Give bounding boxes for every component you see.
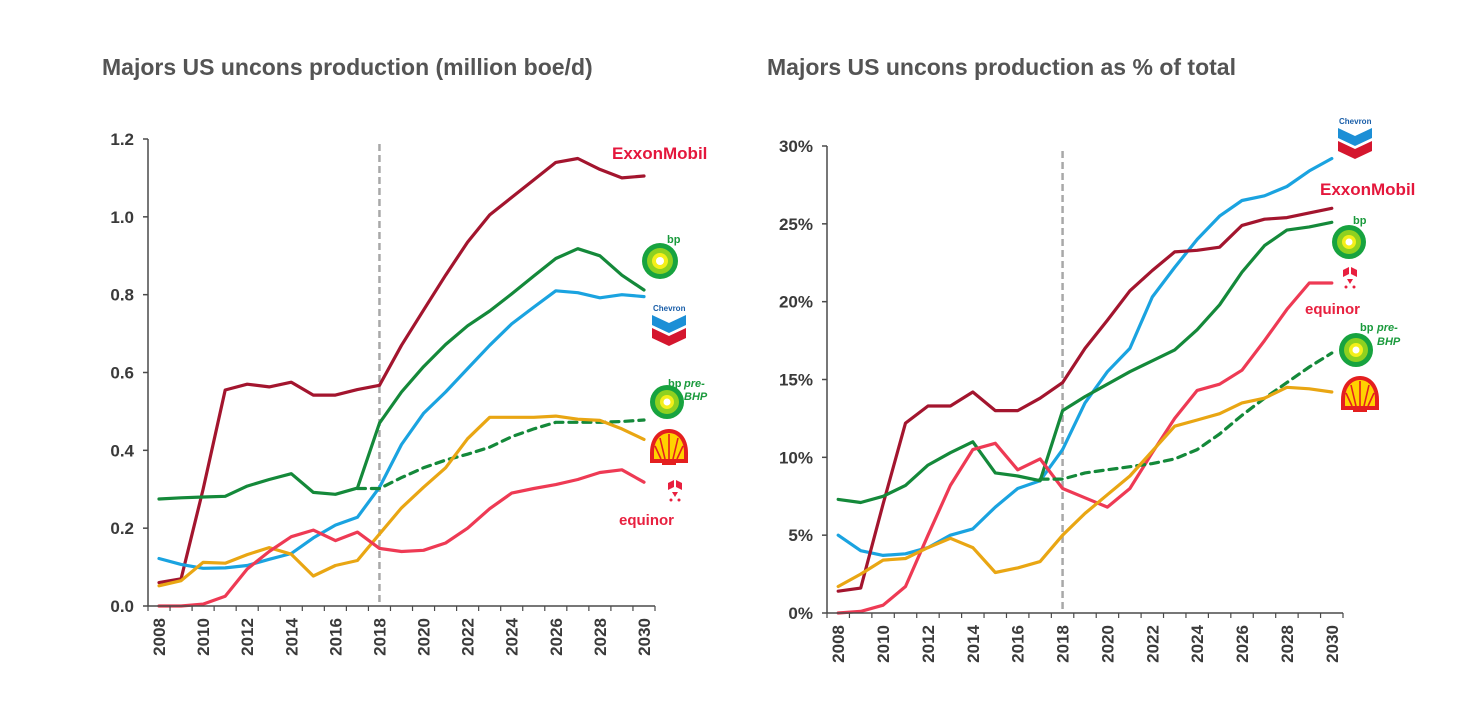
- equinor-logo-text: equinor: [1305, 301, 1360, 318]
- bp-pre-bhp-logo-left: bp pre- BHP: [650, 378, 708, 419]
- equinor-logo-text: equinor: [619, 512, 674, 529]
- y-tick-label: 10%: [779, 448, 813, 467]
- x-tick-label: 2026: [1233, 625, 1252, 663]
- x-tick-label: 2030: [1323, 625, 1342, 663]
- y-tick-label: 30%: [779, 137, 813, 156]
- x-tick-label: 2008: [829, 625, 848, 663]
- equinor-logo-right: equinor: [1305, 267, 1360, 318]
- x-tick-label: 2010: [874, 625, 893, 663]
- x-tick-label: 2022: [459, 618, 478, 656]
- chevron-logo-left: Chevron: [652, 303, 686, 346]
- y-tick-label: 0.8: [110, 286, 134, 305]
- y-tick-label: 20%: [779, 293, 813, 312]
- production-chart: 0.0 0.2 0.4 0.6 0.8 1.0 1.2 2008 2010 2012 2014 201…: [110, 130, 656, 656]
- bp-logo-left: bp: [642, 234, 681, 279]
- y-tick-label: 5%: [788, 526, 813, 545]
- bp-pre-logo-text: bp: [1360, 322, 1374, 334]
- x-tick-label: 2024: [1188, 624, 1207, 662]
- bp-helios-icon: [642, 243, 678, 279]
- y-tick-label: 15%: [779, 371, 813, 390]
- bp-helios-icon: [1339, 333, 1373, 367]
- x-tick-label: 2026: [547, 618, 566, 656]
- chevron-logo-text: Chevron: [653, 304, 686, 313]
- bp-logo-text: bp: [1353, 215, 1367, 227]
- x-tick-label: 2024: [503, 617, 522, 655]
- equinor-logo-left: equinor: [619, 480, 682, 529]
- x-tick-label: 2014: [964, 624, 983, 662]
- exxonmobil-logo-left: ExxonMobil: [612, 144, 707, 163]
- chevron-blue-icon: [652, 315, 686, 333]
- y-tick-label: 0.0: [110, 597, 134, 616]
- x-tick-label: 2020: [415, 618, 434, 656]
- chevron-logo-text: Chevron: [1339, 117, 1372, 126]
- y-tick-label: 0%: [788, 604, 813, 623]
- x-tick-label: 2018: [370, 618, 389, 656]
- series-line-exxonmobil: [836, 206, 1334, 593]
- series-line-shell: [836, 385, 1334, 589]
- y-tick-label: 0.4: [110, 441, 134, 460]
- bp-logo-text: bp: [667, 234, 681, 246]
- x-tick-label: 2020: [1098, 625, 1117, 663]
- chevron-blue-icon: [1338, 128, 1372, 146]
- series-line-bp: [157, 247, 646, 501]
- bp-helios-icon: [1332, 225, 1366, 259]
- series-line-equinor: [157, 468, 646, 608]
- series-line-shell: [157, 414, 646, 588]
- x-tick-label: 2030: [635, 618, 654, 656]
- bp-pre-label-1: pre-: [683, 378, 705, 390]
- series-line-bp: [836, 220, 1334, 505]
- chevron-logo-right: Chevron: [1338, 116, 1372, 159]
- exxonmobil-logo-right: ExxonMobil: [1320, 180, 1415, 199]
- series-line-equinor: [836, 281, 1334, 615]
- chart-title-production: Majors US uncons production (million boe…: [102, 54, 593, 80]
- x-tick-label: 2016: [1009, 625, 1028, 663]
- x-tick-label: 2008: [150, 618, 169, 656]
- chart-title-share: Majors US uncons production as % of tota…: [767, 54, 1236, 80]
- y-tick-label: 1.0: [110, 208, 134, 227]
- x-tick-label: 2012: [238, 618, 257, 656]
- x-tick-label: 2014: [282, 617, 301, 655]
- y-tick-label: 25%: [779, 215, 813, 234]
- series-line-bp-pre-bhp: [1038, 351, 1334, 481]
- x-tick-label: 2010: [194, 618, 213, 656]
- equinor-icon: [1343, 267, 1357, 289]
- x-tick-label: 2028: [1278, 625, 1297, 663]
- x-tick-label: 2016: [326, 618, 345, 656]
- series-line-bp-pre-bhp: [355, 418, 646, 491]
- series-line-chevron: [157, 289, 646, 570]
- x-tick-label: 2028: [591, 618, 610, 656]
- y-tick-label: 1.2: [110, 130, 134, 149]
- bp-pre-label-2: BHP: [684, 391, 708, 403]
- bp-pre-label-2: BHP: [1377, 336, 1401, 348]
- series-line-chevron: [836, 156, 1334, 557]
- chevron-red-icon: [1338, 141, 1372, 159]
- series-line-exxonmobil: [157, 156, 646, 585]
- y-tick-label: 0.6: [110, 364, 134, 383]
- bp-logo-right: bp: [1332, 215, 1367, 259]
- bp-pre-bhp-logo-right: bp pre- BHP: [1339, 322, 1401, 367]
- chevron-red-icon: [652, 328, 686, 346]
- shell-logo-right: [1341, 376, 1379, 412]
- bp-pre-label-1: pre-: [1376, 322, 1398, 334]
- bp-helios-icon: [650, 385, 684, 419]
- exxonmobil-logo-text: ExxonMobil: [1320, 180, 1415, 199]
- equinor-icon: [668, 480, 682, 502]
- share-chart: 0% 5% 10% 15% 20% 25% 30% 2008 2010 2012 2014 2016 2…: [779, 137, 1344, 663]
- x-tick-label: 2018: [1054, 625, 1073, 663]
- x-tick-label: 2022: [1143, 625, 1162, 663]
- exxonmobil-logo-text: ExxonMobil: [612, 144, 707, 163]
- shell-logo-left: [650, 429, 688, 465]
- x-tick-label: 2012: [919, 625, 938, 663]
- y-tick-label: 0.2: [110, 519, 134, 538]
